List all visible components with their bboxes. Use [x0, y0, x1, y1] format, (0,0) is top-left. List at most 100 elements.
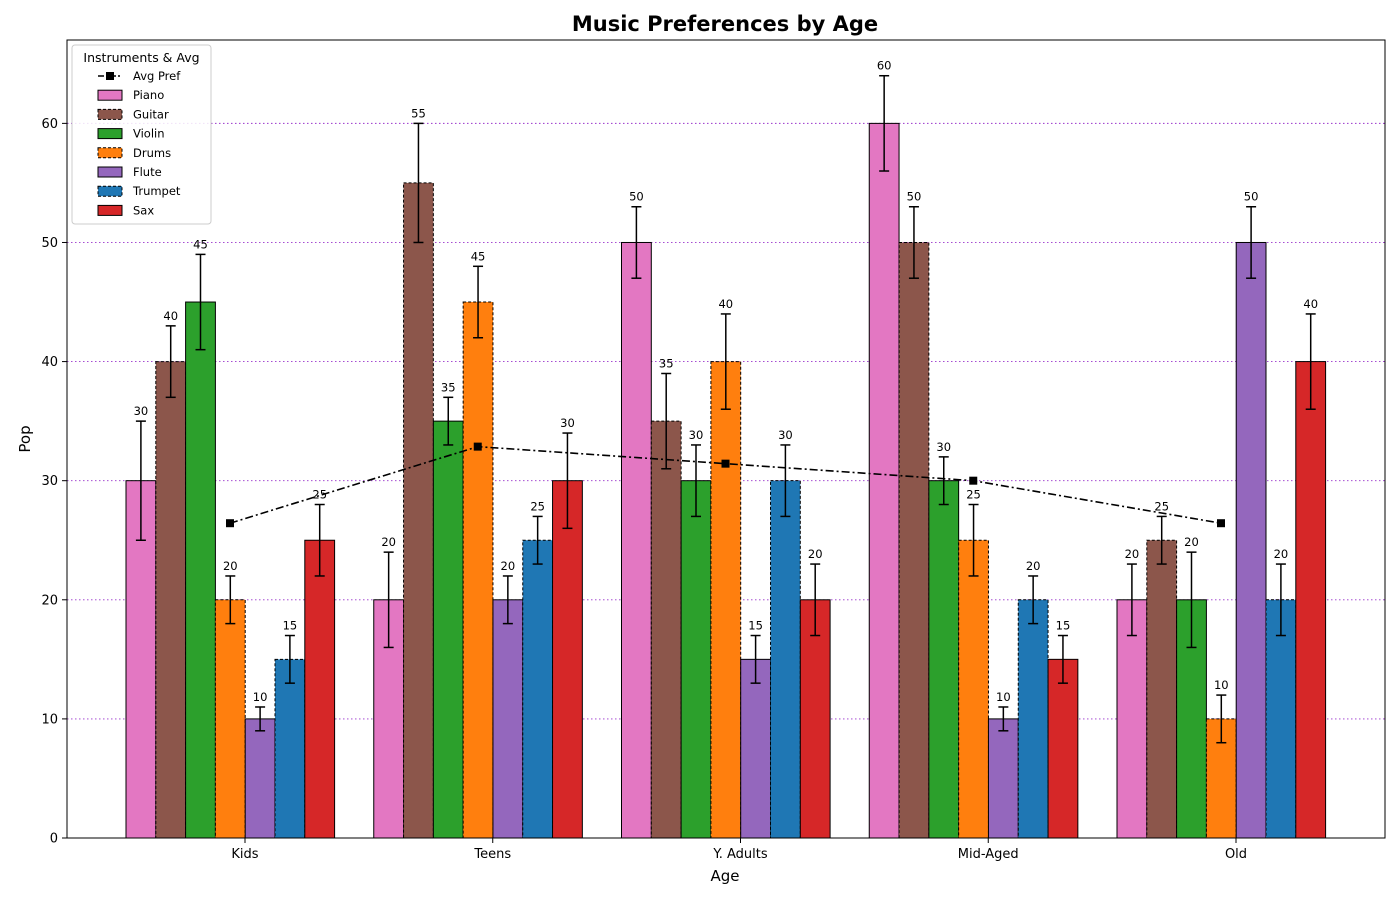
data-label: 10 — [996, 690, 1011, 704]
chart-title: Music Preferences by Age — [572, 12, 878, 36]
bar-drums-kids — [214, 599, 246, 839]
x-tick-label: Teens — [473, 847, 511, 862]
bar-piano-y-adults — [621, 241, 652, 839]
legend-label: Sax — [133, 203, 154, 217]
data-label: 30 — [936, 440, 951, 454]
legend-label: Flute — [133, 165, 162, 179]
data-label: 55 — [411, 106, 426, 120]
y-tick-label: 10 — [41, 712, 58, 727]
bar-flute-y-adults — [740, 658, 772, 839]
data-label: 25 — [966, 488, 981, 502]
axes: 0 10 20 30 40 50 60 Kids Teens Y. Adults Mid-Aged O… — [41, 39, 1386, 862]
data-label: 30 — [689, 428, 704, 442]
bar-sax-teens — [552, 480, 583, 839]
bar-flute-teens — [492, 599, 524, 839]
x-tick-label: Old — [1225, 847, 1247, 862]
legend-label: Avg Pref — [133, 69, 181, 83]
bar-flute-kids — [244, 718, 276, 839]
legend-label: Trumpet — [132, 184, 181, 198]
data-label: 15 — [748, 619, 763, 633]
data-label: 50 — [907, 190, 922, 204]
bar-sax-kids — [304, 539, 336, 839]
data-label: 40 — [718, 297, 733, 311]
y-tick-label: 40 — [41, 355, 58, 370]
data-label: 60 — [877, 59, 892, 73]
bar-trumpet-y-adults — [770, 480, 801, 839]
avg-pref-marker — [1217, 519, 1225, 528]
x-axis-label: Age — [710, 867, 739, 885]
bar-violin-y-adults — [680, 480, 712, 839]
data-label: 25 — [1154, 499, 1169, 513]
bar-trumpet-old — [1265, 599, 1297, 839]
bar-guitar-y-adults — [650, 420, 682, 839]
data-label: 35 — [659, 356, 674, 370]
y-tick-label: 0 — [50, 832, 58, 847]
y-tick-label: 60 — [41, 117, 58, 132]
avg-pref-line — [226, 442, 1225, 528]
legend-label: Drums — [133, 146, 171, 160]
legend-swatch-violin — [97, 128, 123, 140]
bar-guitar-mid-aged — [898, 241, 930, 839]
bar-drums-y-adults — [710, 361, 742, 839]
data-label: 45 — [193, 237, 208, 251]
data-label: 15 — [283, 619, 298, 633]
legend-swatch-guitar — [97, 108, 123, 120]
plot-frame — [66, 39, 1386, 839]
legend-swatch-flute — [97, 166, 123, 178]
legend-avg-marker — [106, 72, 114, 80]
y-tick-label: 30 — [41, 474, 58, 489]
bar-sax-old — [1295, 361, 1327, 839]
data-label: 20 — [1274, 547, 1289, 561]
data-label: 25 — [530, 499, 545, 513]
bar-guitar-old — [1146, 539, 1178, 839]
data-label: 30 — [134, 404, 149, 418]
x-tick-label: Y. Adults — [712, 847, 767, 862]
data-label: 20 — [381, 535, 396, 549]
y-tick-label: 20 — [41, 593, 58, 608]
legend-label: Guitar — [133, 107, 169, 121]
data-label: 30 — [778, 428, 793, 442]
legend: Instruments & Avg Avg Pref Piano Guitar Viol… — [71, 44, 212, 225]
bar-flute-old — [1235, 241, 1267, 839]
bar-guitar-kids — [155, 361, 187, 839]
data-label: 20 — [808, 547, 823, 561]
legend-swatch-trumpet — [97, 185, 123, 197]
avg-pref-marker — [473, 442, 482, 451]
bar-drums-mid-aged — [958, 539, 989, 839]
data-label: 20 — [1026, 559, 1041, 573]
legend-label: Piano — [133, 88, 164, 102]
bar-flute-mid-aged — [987, 718, 1019, 839]
data-label: 50 — [629, 190, 644, 204]
bar-guitar-teens — [403, 182, 434, 839]
avg-pref-marker — [969, 476, 978, 485]
avg-pref-marker — [721, 459, 730, 468]
bars — [125, 122, 1327, 839]
y-axis-label: Pop — [16, 425, 34, 452]
data-label: 45 — [471, 249, 486, 263]
x-tick-label: Mid-Aged — [958, 847, 1019, 862]
data-label: 50 — [1244, 190, 1259, 204]
data-label: 10 — [1214, 678, 1229, 692]
bar-trumpet-teens — [522, 539, 554, 839]
data-label: 20 — [1184, 535, 1199, 549]
data-label: 15 — [1056, 619, 1071, 633]
legend-title: Instruments & Avg — [83, 50, 199, 65]
bar-violin-kids — [185, 301, 216, 839]
data-label: 35 — [441, 380, 456, 394]
data-label: 40 — [163, 309, 178, 323]
bar-violin-teens — [432, 420, 464, 839]
data-labels: 30 20 50 60 20 40 55 35 50 25 45 35 30 30 20 20 45 40 25 10… — [134, 59, 1318, 704]
y-tick-label: 50 — [41, 236, 58, 251]
legend-label: Violin — [133, 127, 165, 141]
legend-swatch-drums — [97, 147, 123, 159]
data-label: 40 — [1303, 297, 1318, 311]
bar-violin-mid-aged — [928, 480, 960, 839]
data-label: 20 — [501, 559, 516, 573]
legend-swatch-piano — [97, 89, 123, 101]
x-tick-label: Kids — [231, 847, 258, 862]
bar-trumpet-kids — [274, 658, 306, 839]
data-label: 30 — [560, 416, 575, 430]
bar-piano-mid-aged — [868, 122, 900, 839]
avg-pref-marker — [226, 519, 234, 528]
